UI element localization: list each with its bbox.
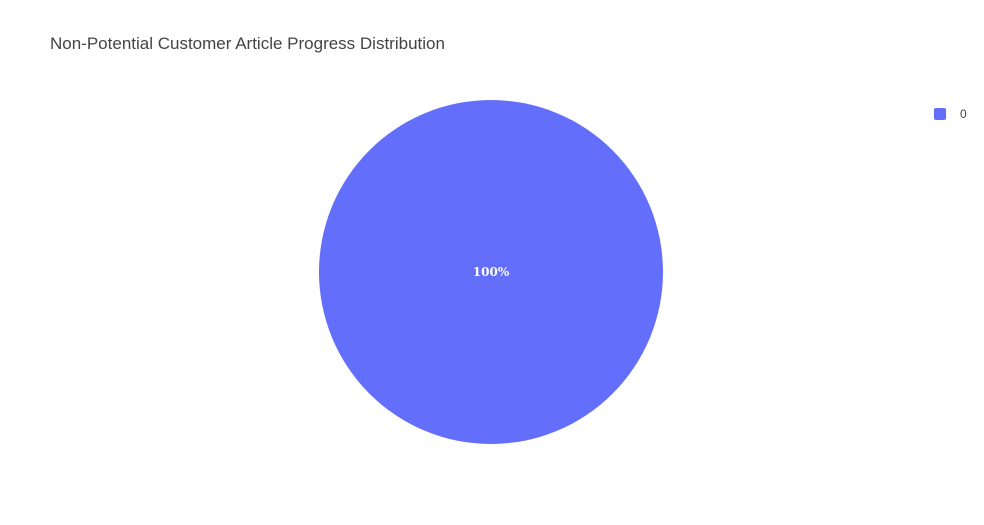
legend-label-0[interactable]: 0 [960, 107, 967, 121]
pie-slice-label-0: 100% [473, 265, 510, 279]
legend-swatch-0[interactable] [934, 108, 946, 120]
chart-title: Non-Potential Customer Article Progress … [50, 34, 445, 53]
legend[interactable]: 0 [934, 107, 967, 121]
pie-slice-0[interactable] [319, 100, 663, 444]
